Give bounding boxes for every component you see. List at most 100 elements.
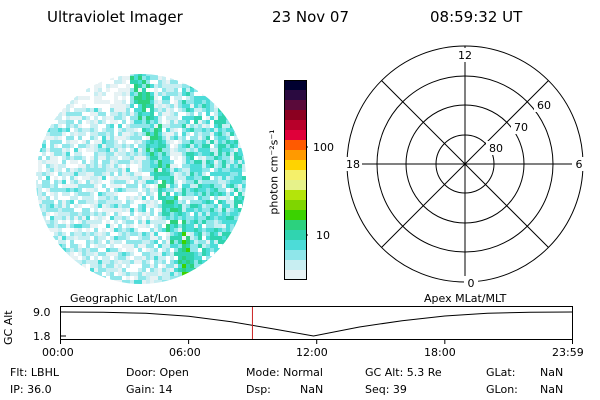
- uv-pixel: [146, 276, 150, 280]
- uv-pixel: [98, 172, 102, 176]
- uv-pixel: [82, 220, 86, 224]
- uv-pixel: [206, 112, 210, 116]
- uv-pixel: [210, 244, 214, 248]
- uv-pixel: [78, 148, 82, 152]
- uv-pixel: [142, 92, 146, 96]
- uv-pixel: [166, 120, 170, 124]
- uv-pixel: [98, 84, 102, 88]
- uv-pixel: [54, 156, 58, 160]
- uv-pixel: [218, 192, 222, 196]
- uv-pixel: [134, 80, 138, 84]
- uv-pixel: [50, 188, 54, 192]
- uv-pixel: [178, 236, 182, 240]
- uv-pixel: [98, 80, 102, 84]
- uv-pixel: [210, 180, 214, 184]
- mode-info: Mode: Normal: [246, 366, 323, 379]
- uv-pixel: [206, 204, 210, 208]
- uv-pixel: [134, 180, 138, 184]
- uv-pixel: [214, 236, 218, 240]
- uv-pixel: [186, 252, 190, 256]
- uv-pixel: [146, 74, 150, 76]
- colorbar-cell: [284, 240, 307, 251]
- uv-pixel: [210, 216, 214, 220]
- uv-pixel: [114, 148, 118, 152]
- uv-pixel: [218, 224, 222, 228]
- uv-pixel: [98, 264, 102, 268]
- uv-pixel: [146, 92, 150, 96]
- uv-pixel: [222, 184, 226, 188]
- uv-pixel: [126, 180, 130, 184]
- uv-pixel: [142, 84, 146, 88]
- uv-pixel: [54, 196, 58, 200]
- uv-pixel: [186, 212, 190, 216]
- uv-pixel: [230, 180, 234, 184]
- uv-pixel: [178, 276, 182, 280]
- uv-pixel: [238, 140, 242, 144]
- lat-label-80: 80: [489, 142, 503, 155]
- uv-pixel: [166, 224, 170, 228]
- uv-pixel: [158, 268, 162, 272]
- lat-label-60: 60: [537, 99, 551, 112]
- uv-pixel: [122, 80, 126, 84]
- uv-pixel: [194, 188, 198, 192]
- uv-pixel: [146, 148, 150, 152]
- uv-pixel: [142, 112, 146, 116]
- uv-pixel: [126, 84, 130, 88]
- uv-pixel: [214, 100, 218, 104]
- uv-pixel: [82, 164, 86, 168]
- uv-pixel: [206, 232, 210, 236]
- uv-pixel: [218, 220, 222, 224]
- uv-pixel: [74, 236, 78, 240]
- uv-pixel: [202, 100, 206, 104]
- uv-pixel: [94, 168, 98, 172]
- uv-pixel: [138, 196, 142, 200]
- uv-pixel: [110, 120, 114, 124]
- uv-pixel: [222, 144, 226, 148]
- uv-pixel: [86, 140, 90, 144]
- uv-pixel: [38, 208, 42, 212]
- uv-pixel: [186, 208, 190, 212]
- uv-pixel: [178, 204, 182, 208]
- uv-pixel: [82, 236, 86, 240]
- uv-pixel: [242, 168, 246, 172]
- uv-pixel: [90, 188, 94, 192]
- uv-pixel: [182, 192, 186, 196]
- uv-pixel: [130, 112, 134, 116]
- uv-pixel: [126, 168, 130, 172]
- uv-pixel: [70, 112, 74, 116]
- uv-pixel: [150, 256, 154, 260]
- uv-pixel: [230, 220, 234, 224]
- uv-pixel: [134, 232, 138, 236]
- uv-pixel: [114, 180, 118, 184]
- uv-pixel: [190, 92, 194, 96]
- uv-pixel: [170, 212, 174, 216]
- uv-pixel: [162, 184, 166, 188]
- uv-pixel: [146, 272, 150, 276]
- uv-pixel: [122, 176, 126, 180]
- uv-pixel: [90, 248, 94, 252]
- uv-pixel: [218, 248, 222, 252]
- uv-pixel: [178, 176, 182, 180]
- uv-pixel: [114, 248, 118, 252]
- uv-pixel: [178, 212, 182, 216]
- uv-image: [36, 74, 250, 284]
- uv-pixel: [50, 216, 54, 220]
- uv-pixel: [138, 108, 142, 112]
- uv-pixel: [150, 74, 154, 76]
- uv-pixel: [134, 100, 138, 104]
- uv-pixel: [142, 152, 146, 156]
- uv-pixel: [178, 144, 182, 148]
- uv-pixel: [134, 92, 138, 96]
- uv-pixel: [206, 160, 210, 164]
- uv-pixel: [58, 216, 62, 220]
- uv-pixel: [110, 216, 114, 220]
- uv-pixel: [246, 188, 250, 192]
- uv-pixel: [142, 160, 146, 164]
- uv-pixel: [186, 128, 190, 132]
- uv-pixel: [106, 124, 110, 128]
- uv-pixel: [154, 280, 158, 284]
- uv-pixel: [42, 144, 46, 148]
- uv-pixel: [78, 180, 82, 184]
- uv-pixel: [154, 264, 158, 268]
- uv-pixel: [138, 152, 142, 156]
